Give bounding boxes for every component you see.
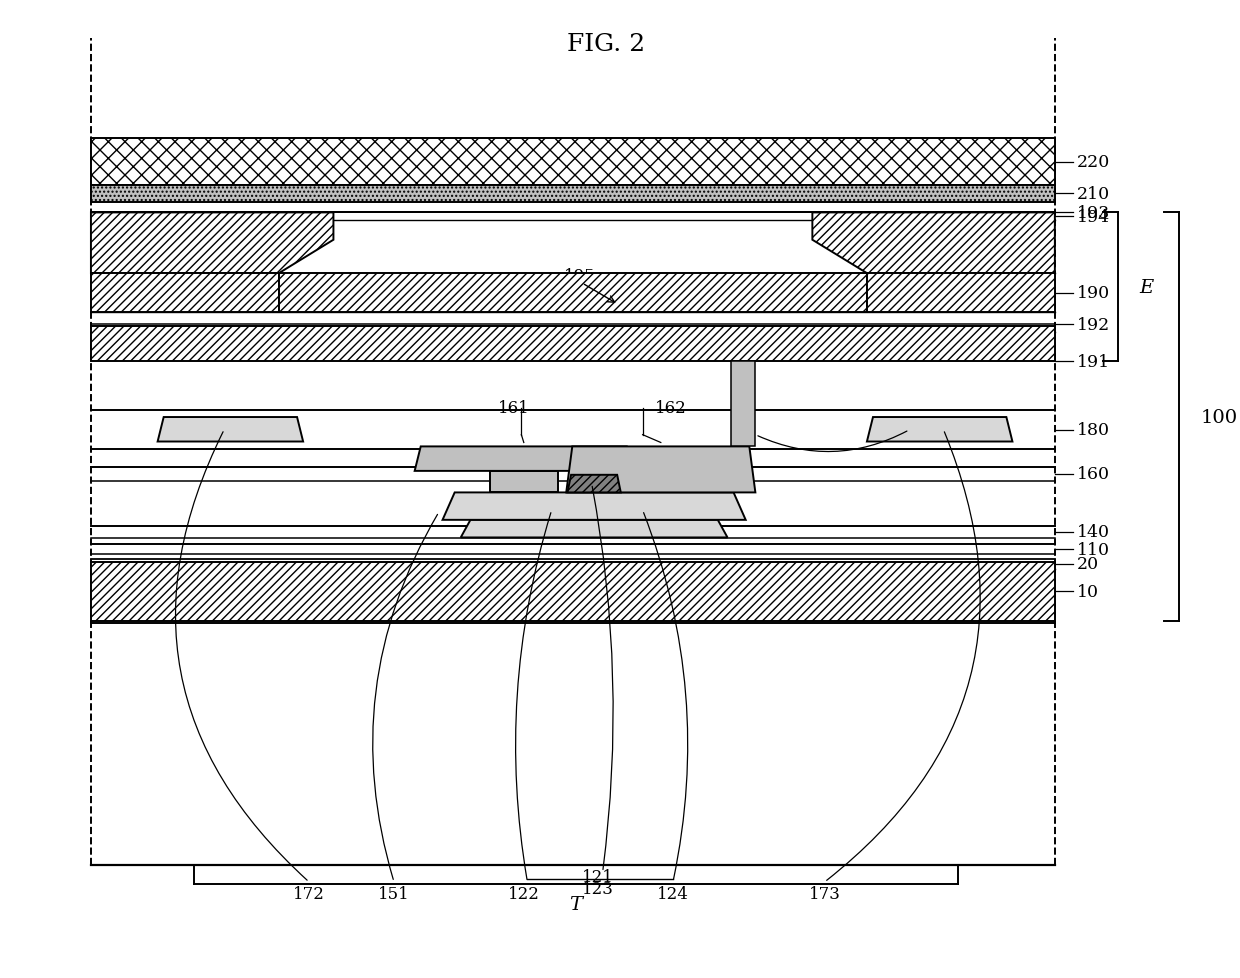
Text: 192: 192 xyxy=(1076,316,1110,333)
Text: 124: 124 xyxy=(657,885,689,903)
Polygon shape xyxy=(91,186,1055,202)
Text: 20: 20 xyxy=(1076,556,1099,573)
Text: 122: 122 xyxy=(508,885,539,903)
Text: 10: 10 xyxy=(1076,583,1099,600)
Text: 181: 181 xyxy=(913,419,945,436)
Text: 191: 191 xyxy=(1076,353,1110,371)
Polygon shape xyxy=(91,213,334,274)
Polygon shape xyxy=(627,471,694,493)
Text: 123: 123 xyxy=(582,880,614,898)
Polygon shape xyxy=(157,418,303,442)
Text: 173: 173 xyxy=(808,885,841,903)
Text: 210: 210 xyxy=(1076,186,1110,202)
Polygon shape xyxy=(867,274,1055,313)
Polygon shape xyxy=(461,520,728,538)
Text: 100: 100 xyxy=(1200,408,1238,426)
Polygon shape xyxy=(91,139,1055,186)
Polygon shape xyxy=(91,274,279,313)
Polygon shape xyxy=(279,274,867,313)
Text: E: E xyxy=(1140,279,1154,296)
Text: 162: 162 xyxy=(655,399,687,417)
Text: 140: 140 xyxy=(1076,523,1110,541)
Text: 190: 190 xyxy=(1076,285,1110,302)
Text: 220: 220 xyxy=(1076,154,1110,171)
Text: FIG. 2: FIG. 2 xyxy=(567,32,645,56)
Polygon shape xyxy=(91,562,1055,621)
Text: 160: 160 xyxy=(1076,466,1110,483)
Polygon shape xyxy=(867,418,1012,442)
Text: 193: 193 xyxy=(1076,204,1110,222)
Text: 180: 180 xyxy=(1076,422,1110,439)
Polygon shape xyxy=(568,475,621,493)
Text: 110: 110 xyxy=(1076,541,1110,558)
Text: 194: 194 xyxy=(1076,208,1110,226)
Polygon shape xyxy=(812,213,1055,274)
Text: 172: 172 xyxy=(293,885,325,903)
Text: 151: 151 xyxy=(378,885,410,903)
Polygon shape xyxy=(567,447,755,493)
Text: 121: 121 xyxy=(582,867,614,885)
Polygon shape xyxy=(91,327,1055,362)
Text: T: T xyxy=(569,895,583,912)
Polygon shape xyxy=(443,493,745,520)
Polygon shape xyxy=(732,362,755,447)
Text: 161: 161 xyxy=(498,399,529,417)
Polygon shape xyxy=(414,447,632,471)
Text: 195: 195 xyxy=(564,267,595,285)
Polygon shape xyxy=(490,471,558,493)
